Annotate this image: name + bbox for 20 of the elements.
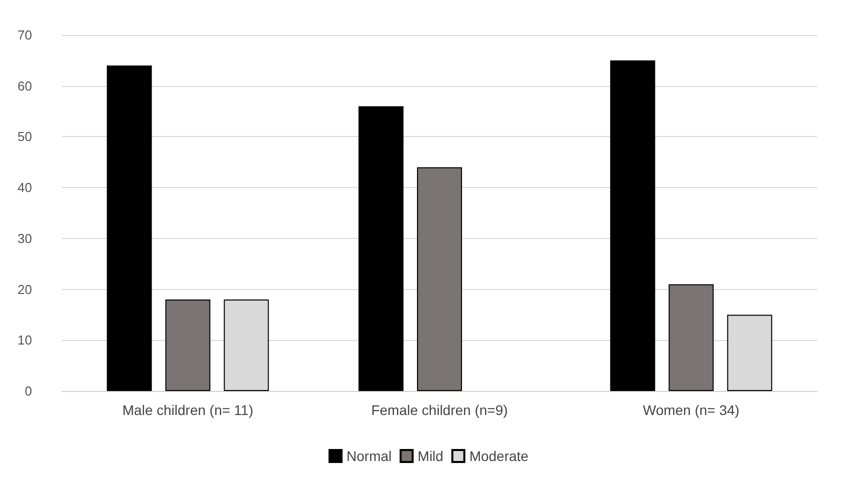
x-tick-label: Female children (n=9) [371, 402, 508, 418]
x-tick-label: Male children (n= 11) [122, 402, 254, 418]
y-tick-label: 70 [18, 28, 32, 42]
bar [610, 60, 656, 391]
bar [668, 284, 714, 391]
legend-label: Normal [346, 448, 392, 464]
x-tick-label: Women (n= 34) [642, 402, 740, 418]
bar [106, 66, 152, 391]
y-tick-label: 40 [18, 180, 32, 196]
y-tick-label: 0 [24, 384, 32, 398]
legend-label: Moderate [469, 448, 529, 464]
bar [358, 106, 404, 391]
bar [165, 299, 210, 391]
bar [417, 167, 462, 391]
legend-label: Mild [418, 448, 444, 464]
y-tick-label: 10 [18, 332, 32, 348]
y-tick-label: 20 [18, 282, 32, 297]
y-tick-label: 30 [18, 230, 32, 246]
y-tick-label: 50 [18, 129, 32, 144]
y-tick-label: 60 [18, 78, 32, 94]
